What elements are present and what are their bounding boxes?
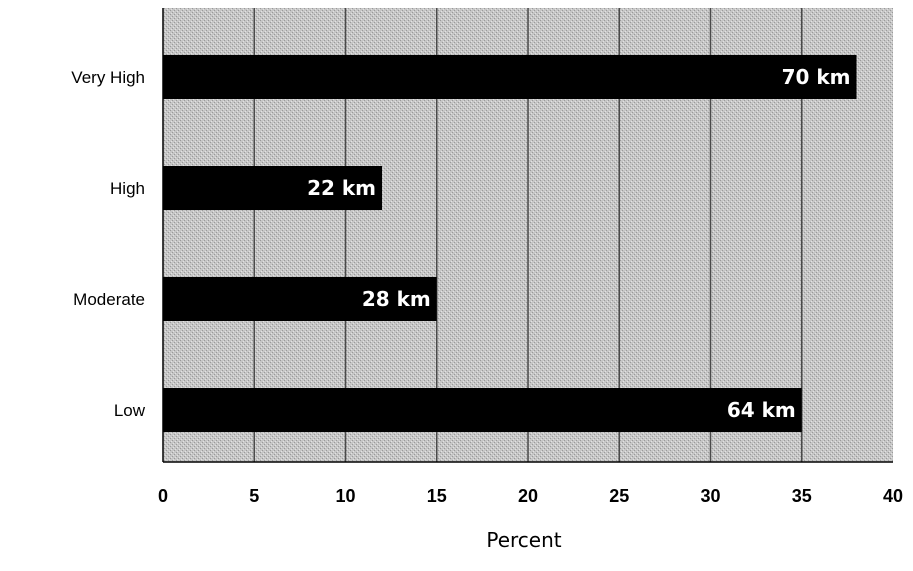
bar-data-label: 64 km xyxy=(727,398,796,422)
x-tick-label: 35 xyxy=(792,486,812,506)
x-tick-label: 25 xyxy=(609,486,629,506)
bar xyxy=(163,277,437,321)
category-label: Low xyxy=(114,401,146,420)
x-tick-label: 20 xyxy=(518,486,538,506)
x-tick-label: 40 xyxy=(883,486,903,506)
bar xyxy=(163,55,857,99)
category-label: High xyxy=(110,179,145,198)
category-label: Very High xyxy=(71,68,145,87)
bar-data-label: 70 km xyxy=(782,65,851,89)
bar-data-label: 22 km xyxy=(307,176,376,200)
x-tick-label: 5 xyxy=(249,486,259,506)
category-labels: Very High High Moderate Low xyxy=(71,68,145,420)
bar xyxy=(163,166,382,210)
category-label: Moderate xyxy=(73,290,145,309)
bar-data-label: 28 km xyxy=(362,287,431,311)
x-tick-label: 10 xyxy=(335,486,355,506)
x-tick-label: 0 xyxy=(158,486,168,506)
x-tick-label: 30 xyxy=(700,486,720,506)
bars xyxy=(163,55,857,432)
bar xyxy=(163,388,802,432)
data-labels: 70 km 22 km 28 km 64 km xyxy=(307,65,850,422)
x-axis-title: Percent xyxy=(486,528,561,552)
tick-labels: 0 5 10 15 20 25 30 35 40 xyxy=(158,486,903,506)
x-tick-label: 15 xyxy=(427,486,447,506)
